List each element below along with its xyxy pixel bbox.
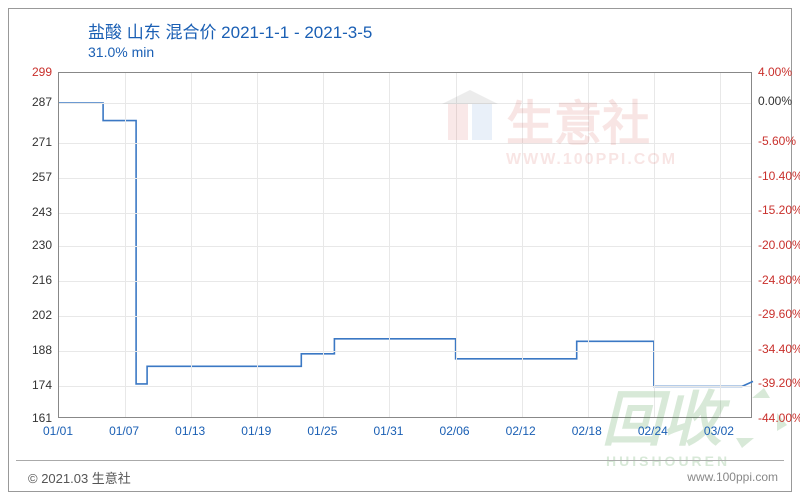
gridline-v xyxy=(257,73,258,417)
x-axis-tick: 01/13 xyxy=(175,424,205,438)
gridline-v xyxy=(654,73,655,417)
x-axis-tick: 01/01 xyxy=(43,424,73,438)
gridline-h xyxy=(59,103,751,104)
left-axis-tick: 202 xyxy=(32,308,52,322)
gridline-v xyxy=(522,73,523,417)
chart-subtitle: 31.0% min xyxy=(88,44,154,60)
left-axis-tick: 271 xyxy=(32,135,52,149)
gridline-h xyxy=(59,386,751,387)
right-axis-tick: -34.40% xyxy=(758,342,800,356)
price-line xyxy=(59,103,753,386)
left-axis-tick: 299 xyxy=(32,65,52,79)
footer-link[interactable]: www.100ppi.com xyxy=(687,470,778,484)
right-axis-tick: -29.60% xyxy=(758,307,800,321)
chart-title: 盐酸 山东 混合价 2021-1-1 - 2021-3-5 xyxy=(88,18,372,43)
x-axis-tick: 01/31 xyxy=(373,424,403,438)
gridline-v xyxy=(125,73,126,417)
left-axis-tick: 243 xyxy=(32,205,52,219)
gridline-h xyxy=(59,281,751,282)
right-axis-tick: -15.20% xyxy=(758,203,800,217)
copyright-text: © 2021.03 生意社 xyxy=(28,468,131,487)
gridline-v xyxy=(588,73,589,417)
x-axis-tick: 01/07 xyxy=(109,424,139,438)
right-axis-tick: -20.00% xyxy=(758,238,800,252)
right-axis-tick: 0.00% xyxy=(758,94,792,108)
right-axis-tick: -44.00% xyxy=(758,411,800,425)
gridline-h xyxy=(59,246,751,247)
x-axis-tick: 03/02 xyxy=(704,424,734,438)
gridline-v xyxy=(323,73,324,417)
right-axis-tick: -5.60% xyxy=(758,134,796,148)
gridline-h xyxy=(59,178,751,179)
left-axis-tick: 174 xyxy=(32,378,52,392)
gridline-v xyxy=(191,73,192,417)
gridline-v xyxy=(389,73,390,417)
gridline-h xyxy=(59,316,751,317)
left-axis-tick: 257 xyxy=(32,170,52,184)
gridline-h xyxy=(59,351,751,352)
left-axis-tick: 161 xyxy=(32,411,52,425)
gridline-h xyxy=(59,213,751,214)
x-axis-tick: 01/19 xyxy=(241,424,271,438)
footer-divider xyxy=(16,460,784,461)
x-axis-tick: 02/06 xyxy=(440,424,470,438)
right-axis-tick: -39.20% xyxy=(758,376,800,390)
gridline-v xyxy=(720,73,721,417)
right-axis-tick: -10.40% xyxy=(758,169,800,183)
gridline-h xyxy=(59,143,751,144)
left-axis-tick: 188 xyxy=(32,343,52,357)
plot-area xyxy=(58,72,752,418)
right-axis-tick: -24.80% xyxy=(758,273,800,287)
left-axis-tick: 230 xyxy=(32,238,52,252)
left-axis-tick: 287 xyxy=(32,95,52,109)
x-axis-tick: 02/24 xyxy=(638,424,668,438)
x-axis-tick: 02/12 xyxy=(506,424,536,438)
chart-frame: 盐酸 山东 混合价 2021-1-1 - 2021-3-5 31.0% min … xyxy=(0,0,800,500)
left-axis-tick: 216 xyxy=(32,273,52,287)
right-axis-tick: 4.00% xyxy=(758,65,792,79)
x-axis-tick: 02/18 xyxy=(572,424,602,438)
x-axis-tick: 01/25 xyxy=(307,424,337,438)
gridline-v xyxy=(456,73,457,417)
